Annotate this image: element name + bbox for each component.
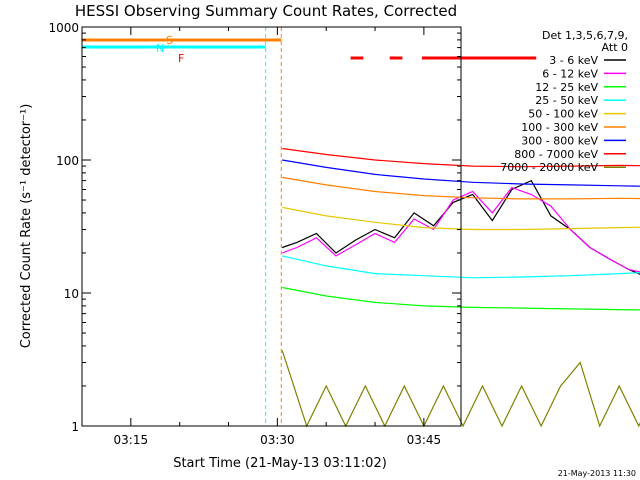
series-6-12-kev (281, 186, 640, 273)
x-tick-label: 03:45 (407, 433, 442, 447)
night-flag-label: N (156, 42, 164, 55)
legend-label: 3 - 6 keV (549, 54, 598, 67)
legend-label: 100 - 300 keV (521, 121, 598, 134)
x-tick-label: 03:30 (260, 433, 295, 447)
series-lines (281, 147, 640, 428)
plot-frame (81, 26, 462, 427)
date-stamp: 21-May-2013 11:30 (558, 469, 636, 478)
legend-label: 25 - 50 keV (535, 94, 598, 107)
legend-label: 6 - 12 keV (542, 67, 598, 80)
series-100-300-kev (282, 176, 640, 200)
legend-label: 12 - 25 keV (535, 81, 598, 94)
legend-label: 300 - 800 keV (521, 134, 598, 147)
flare-flag-label: F (178, 52, 184, 65)
series-800-7000-kev (282, 147, 640, 168)
flag-bars: SN F (82, 34, 537, 65)
series-12-25-kev (282, 286, 640, 311)
y-tick-label: 1 (71, 420, 79, 434)
series-50-100-kev (282, 206, 640, 231)
legend-label: 800 - 7000 keV (514, 148, 598, 161)
legend-header-1: Det 1,3,5,6,7,9, (542, 29, 628, 42)
legend-header-2: Att 0 (602, 41, 628, 54)
y-tick-label: 100 (56, 154, 79, 168)
saa-flag-label: S (166, 34, 173, 47)
series-25-50-kev (282, 255, 640, 279)
y-tick-label: 10 (64, 287, 79, 301)
x-tick-label: 03:15 (114, 433, 149, 447)
series-7000-20000-kev (281, 350, 640, 428)
axes: 03:15 03:30 03:45 1 10 100 1000 (48, 21, 461, 447)
legend-label: 50 - 100 keV (528, 108, 598, 121)
legend-label: 7000 - 20000 keV (500, 161, 598, 174)
y-tick-label: 1000 (48, 21, 79, 35)
y-axis-label: Corrected Count Rate (s⁻¹ detector⁻¹) (19, 104, 34, 349)
series-300-800-kev (282, 159, 640, 187)
x-axis-label: Start Time (21-May-13 03:11:02) (173, 456, 387, 471)
chart-title: HESSI Observing Summary Count Rates, Cor… (75, 2, 457, 20)
